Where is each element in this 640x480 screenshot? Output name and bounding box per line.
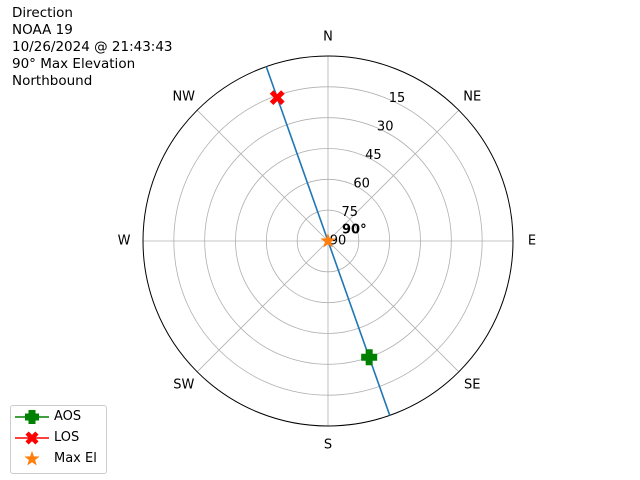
info-datetime: 10/26/2024 @ 21:43:43 xyxy=(12,39,173,55)
legend-item-max-el: Max El xyxy=(11,448,106,469)
max-el-annotation: 90° xyxy=(342,223,367,238)
info-title: Direction xyxy=(12,5,73,21)
elevation-tick-label: 30 xyxy=(377,120,394,135)
direction-label-n: N xyxy=(323,30,333,45)
plot-frame xyxy=(142,55,514,427)
legend-aos-label: AOS xyxy=(54,409,82,424)
legend-item-los: LOS xyxy=(11,427,106,448)
direction-label-s: S xyxy=(324,438,332,453)
max-el-marker xyxy=(320,233,336,248)
legend-item-aos: AOS xyxy=(11,406,106,427)
elevation-tick-label: 75 xyxy=(342,205,359,220)
legend-los-symbol xyxy=(15,431,49,445)
grid-spoke xyxy=(196,109,329,242)
info-direction: Northbound xyxy=(12,73,93,89)
elevation-tick-label: 90 xyxy=(330,234,347,249)
grid-spoke xyxy=(196,240,329,373)
legend-max-el-label: Max El xyxy=(54,451,97,466)
legend-max-el-symbol xyxy=(24,451,40,466)
direction-label-ne: NE xyxy=(463,89,481,104)
legend: AOS LOS Max El xyxy=(10,405,107,474)
elevation-tick-label: 15 xyxy=(389,91,406,106)
los-marker xyxy=(269,90,285,106)
direction-label-e: E xyxy=(528,234,536,249)
aos-marker xyxy=(361,349,378,366)
axis-labels: N NE E SE S SW W NW 15 30 45 60 75 90 xyxy=(118,30,537,453)
grid xyxy=(142,55,514,427)
direction-label-se: SE xyxy=(464,378,480,393)
elevation-tick-label: 45 xyxy=(365,148,382,163)
legend-los-label: LOS xyxy=(54,430,80,445)
pass-info: Direction NOAA 19 10/26/2024 @ 21:43:43 … xyxy=(12,5,173,90)
direction-label-sw: SW xyxy=(173,378,194,393)
legend-aos-symbol xyxy=(15,410,49,424)
grid-spoke xyxy=(327,240,460,373)
elevation-tick-label: 60 xyxy=(353,177,370,192)
direction-label-w: W xyxy=(118,234,131,249)
info-satellite: NOAA 19 xyxy=(12,22,73,38)
direction-label-nw: NW xyxy=(172,89,195,104)
info-max-elevation: 90° Max Elevation xyxy=(12,56,136,72)
pass-markers: 90° xyxy=(269,90,378,366)
grid-spoke xyxy=(327,109,460,242)
